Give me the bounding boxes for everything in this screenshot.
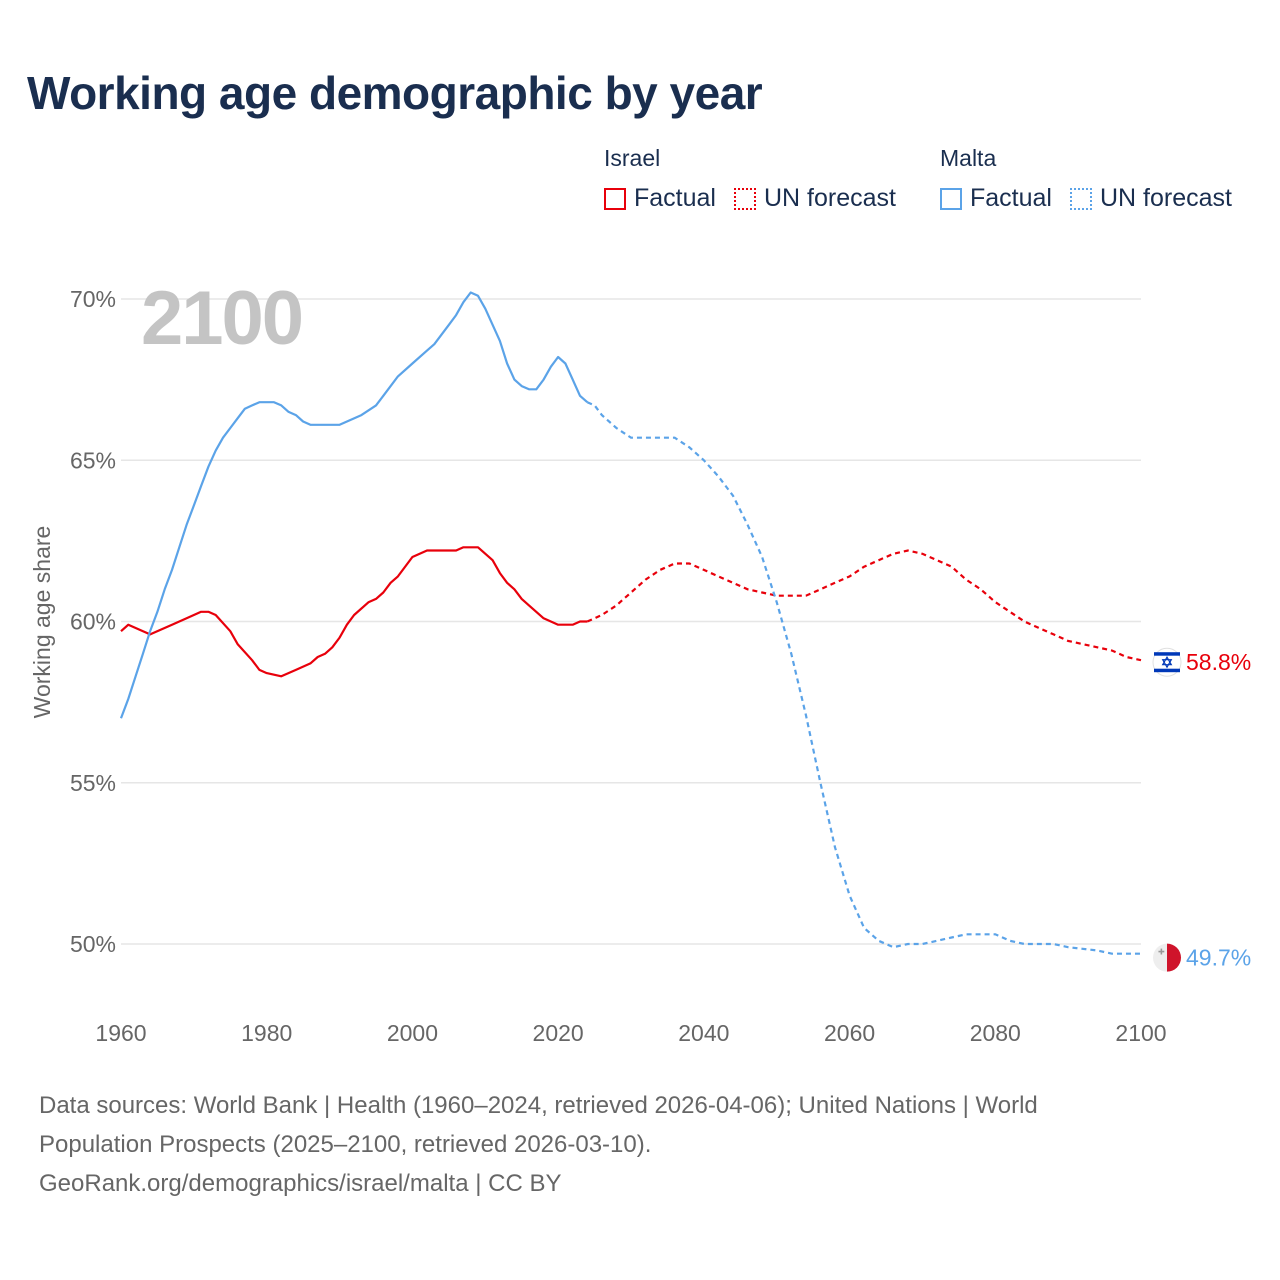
- israel-forecast-line: [586, 549, 1142, 662]
- george-cross-icon: ✚: [1158, 948, 1165, 957]
- y-tick-label: 50%: [70, 931, 116, 957]
- legend-label: Factual: [970, 184, 1052, 212]
- y-tick-label: 65%: [70, 447, 116, 473]
- footer-line: Data sources: World Bank | Health (1960–…: [39, 1092, 1038, 1119]
- x-tick-label: 2080: [970, 1020, 1021, 1046]
- malta-factual-line: [119, 291, 589, 719]
- x-tick-label: 2020: [533, 1020, 584, 1046]
- legend-item-malta-forecast[interactable]: UN forecast: [1069, 184, 1232, 213]
- israel-factual-line: [120, 546, 588, 678]
- legend-country-israel: Israel: [604, 145, 661, 171]
- x-tick-label: 2000: [387, 1020, 438, 1046]
- israel-flag-stripe: [1154, 668, 1180, 673]
- chart-title: Working age demographic by year: [27, 67, 763, 119]
- legend-item-malta-factual[interactable]: Factual: [940, 184, 1052, 213]
- legend-item-israel-forecast[interactable]: UN forecast: [733, 184, 896, 213]
- y-tick-label: 60%: [70, 609, 116, 635]
- solid-line-swatch-icon: [940, 187, 962, 210]
- x-tick-label: 2100: [1115, 1020, 1166, 1046]
- year-watermark: 2100: [141, 276, 302, 361]
- malta-end-label: 49.7%: [1186, 945, 1251, 971]
- legend-label: UN forecast: [763, 184, 896, 212]
- footer-line[interactable]: GeoRank.org/demographics/israel/malta | …: [39, 1170, 562, 1197]
- malta-flag-red-half: [1167, 943, 1181, 972]
- legend-label: UN forecast: [1099, 184, 1232, 212]
- x-tick-label: 1960: [95, 1020, 146, 1046]
- x-tick-label: 2060: [824, 1020, 875, 1046]
- line-chart: 50% 55% 60% 65% 70% 1960 1980 2000 2020 2040 2060 2…: [29, 276, 1251, 1046]
- dotted-line-swatch-icon: [1069, 187, 1092, 210]
- legend-israel: Israel Factual UN forecast: [604, 145, 896, 213]
- legend-malta: Malta Factual UN forecast: [940, 145, 1232, 213]
- footer-line: Population Prospects (2025–2100, retriev…: [39, 1131, 652, 1158]
- israel-flag-stripe: [1154, 652, 1180, 656]
- y-axis-label: Working age share: [29, 526, 55, 719]
- malta-forecast-line: [586, 401, 1141, 955]
- solid-line-swatch-icon: [604, 187, 626, 210]
- y-tick-label: 70%: [70, 286, 116, 312]
- israel-end-label: 58.8%: [1186, 649, 1251, 675]
- x-tick-label: 2040: [678, 1020, 729, 1046]
- x-tick-label: 1980: [241, 1020, 292, 1046]
- footer-sources: Data sources: World Bank | Health (1960–…: [39, 1086, 1159, 1203]
- y-tick-label: 55%: [70, 770, 116, 796]
- star-of-david-icon: [1161, 655, 1173, 669]
- legend-label: Factual: [634, 184, 716, 212]
- dotted-line-swatch-icon: [733, 187, 756, 210]
- legend-item-israel-factual[interactable]: Factual: [604, 184, 716, 213]
- legend-country-malta: Malta: [940, 145, 997, 171]
